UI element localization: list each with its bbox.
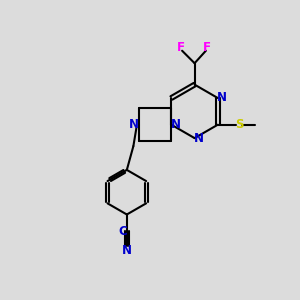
Text: N: N xyxy=(122,244,132,257)
Text: N: N xyxy=(129,118,139,131)
Text: F: F xyxy=(203,41,211,54)
Text: N: N xyxy=(171,118,181,131)
Text: S: S xyxy=(235,118,244,131)
Text: F: F xyxy=(177,41,184,54)
Text: C: C xyxy=(118,225,127,238)
Text: N: N xyxy=(194,132,203,145)
Text: N: N xyxy=(217,91,226,103)
